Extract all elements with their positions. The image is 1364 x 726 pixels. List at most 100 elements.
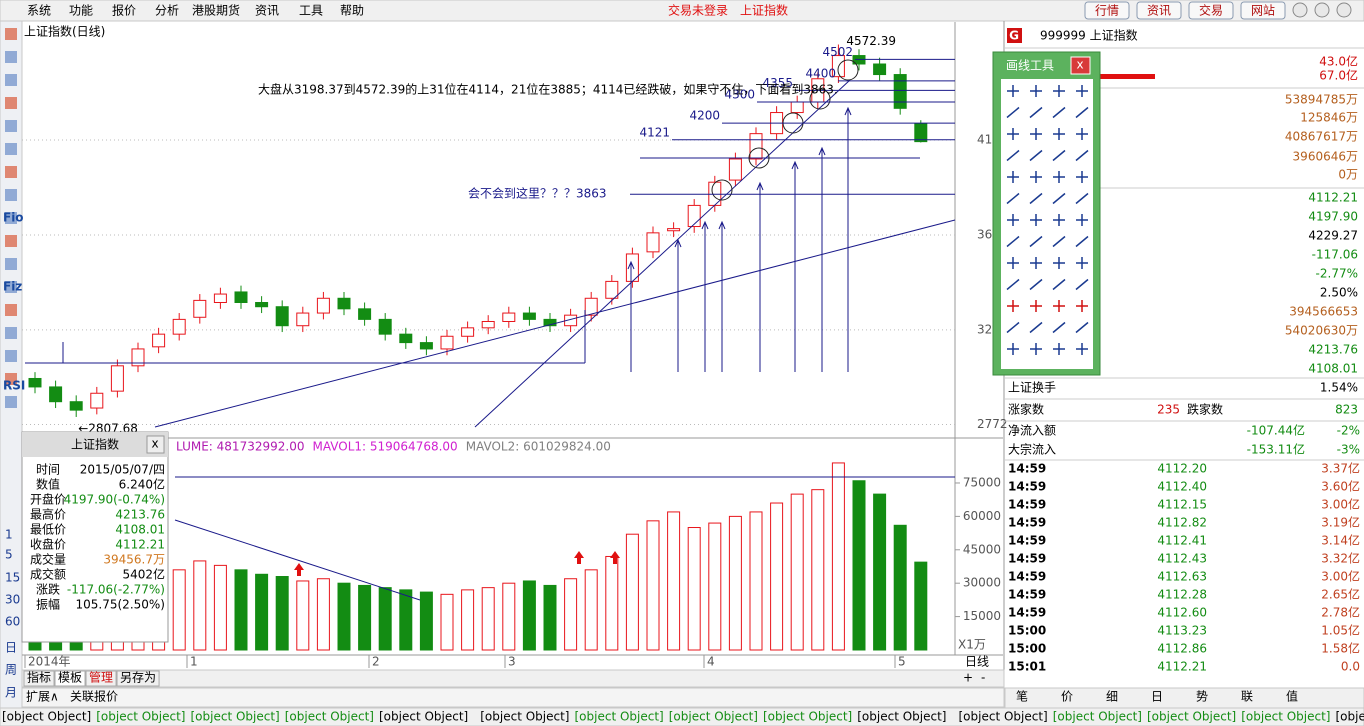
tool-icon[interactable] <box>5 396 17 408</box>
tool-label[interactable]: RSI <box>3 379 25 393</box>
tool-glyph[interactable] <box>1007 128 1019 140</box>
close-button[interactable] <box>1070 56 1091 75</box>
tool-icon[interactable] <box>5 327 17 339</box>
menu-item[interactable]: 分析 <box>155 4 179 18</box>
tool-glyph[interactable] <box>1075 278 1089 291</box>
tool-glyph[interactable] <box>1029 235 1043 248</box>
zoom-button[interactable]: - <box>981 671 985 685</box>
tool-glyph[interactable] <box>1053 300 1065 312</box>
menu-item[interactable]: 港股期货 <box>192 3 240 18</box>
period-button[interactable]: 30 <box>5 593 20 607</box>
tool-glyph[interactable] <box>1053 343 1065 355</box>
top-button-label[interactable]: 交易 <box>1199 3 1223 18</box>
bottom-tab-box[interactable] <box>116 670 160 687</box>
tool-glyph[interactable] <box>1006 192 1020 205</box>
tool-icon[interactable] <box>5 304 17 316</box>
tool-glyph[interactable] <box>1006 321 1020 334</box>
top-button[interactable] <box>1084 1 1130 20</box>
top-button-label[interactable]: 行情 <box>1095 4 1119 18</box>
tool-glyph[interactable] <box>1053 128 1065 140</box>
bottom-tab[interactable]: 指标 <box>27 670 51 685</box>
link[interactable]: 关联报价 <box>70 689 118 704</box>
tool-glyph[interactable] <box>1075 106 1089 119</box>
close-button[interactable] <box>146 435 165 454</box>
link[interactable]: 扩展∧ <box>26 690 59 704</box>
bottom-tab-box[interactable] <box>54 670 86 687</box>
panel-tab[interactable]: 日 <box>1151 690 1163 704</box>
panel-tab[interactable]: 值 <box>1286 689 1298 704</box>
tool-glyph[interactable] <box>1076 128 1088 140</box>
tool-glyph[interactable] <box>1030 85 1042 97</box>
bottom-tab-box[interactable] <box>85 670 117 687</box>
window-control[interactable] <box>1292 2 1308 18</box>
tool-glyph[interactable] <box>1075 235 1089 248</box>
close-label[interactable]: x <box>1076 58 1083 72</box>
tool-glyph[interactable] <box>1007 300 1019 312</box>
top-button[interactable] <box>1240 1 1286 20</box>
tool-glyph[interactable] <box>1075 149 1089 162</box>
tool-glyph[interactable] <box>1052 278 1066 291</box>
tool-glyph[interactable] <box>1007 171 1019 183</box>
top-button[interactable] <box>1188 1 1234 20</box>
tool-glyph[interactable] <box>1029 321 1043 334</box>
period-button[interactable]: 日 <box>5 641 17 655</box>
panel-tab[interactable]: 细 <box>1106 690 1118 704</box>
period-button[interactable]: 15 <box>5 571 20 585</box>
period-button[interactable]: 1 <box>5 528 13 542</box>
tool-icon[interactable] <box>5 120 17 132</box>
tool-glyph[interactable] <box>1076 343 1088 355</box>
panel-tab[interactable]: 笔 <box>1016 689 1028 704</box>
tool-icon[interactable] <box>5 373 17 385</box>
tool-glyph[interactable] <box>1052 192 1066 205</box>
menu-item[interactable]: 报价 <box>112 3 136 18</box>
period-button[interactable]: 5 <box>5 548 13 562</box>
tool-glyph[interactable] <box>1006 106 1020 119</box>
menu-item[interactable]: 系统 <box>27 4 51 18</box>
tool-icon[interactable] <box>5 281 17 293</box>
tool-glyph[interactable] <box>1052 149 1066 162</box>
tool-icon[interactable] <box>5 189 17 201</box>
tool-icon[interactable] <box>5 28 17 40</box>
tool-glyph[interactable] <box>1029 149 1043 162</box>
tool-glyph[interactable] <box>1076 214 1088 226</box>
menu-item[interactable]: 工具 <box>299 4 323 18</box>
tool-glyph[interactable] <box>1076 85 1088 97</box>
top-button-label[interactable]: 网站 <box>1251 4 1275 18</box>
bottom-tab[interactable]: 另存为 <box>120 671 156 685</box>
tool-glyph[interactable] <box>1006 149 1020 162</box>
tool-glyph[interactable] <box>1007 257 1019 269</box>
period-button[interactable]: 60 <box>5 615 20 629</box>
tool-glyph[interactable] <box>1030 214 1042 226</box>
tool-icon[interactable] <box>5 350 17 362</box>
tool-glyph[interactable] <box>1030 128 1042 140</box>
tool-glyph[interactable] <box>1052 235 1066 248</box>
period-button[interactable]: 周 <box>5 663 17 677</box>
tool-icon[interactable] <box>5 143 17 155</box>
zoom-button[interactable]: + <box>963 671 973 685</box>
tool-glyph[interactable] <box>1053 257 1065 269</box>
period-button[interactable]: 月 <box>5 686 17 700</box>
panel-tab[interactable]: 势 <box>1196 690 1208 704</box>
tool-glyph[interactable] <box>1030 257 1042 269</box>
tool-glyph[interactable] <box>1030 343 1042 355</box>
tool-icon[interactable] <box>5 235 17 247</box>
tool-glyph[interactable] <box>1076 300 1088 312</box>
panel-tab[interactable]: 联 <box>1241 690 1253 704</box>
close-label[interactable]: x <box>151 437 158 451</box>
tool-glyph[interactable] <box>1029 192 1043 205</box>
tool-label[interactable]: Fiz <box>3 280 22 294</box>
tool-label[interactable]: Fio <box>3 211 24 225</box>
tool-glyph[interactable] <box>1075 192 1089 205</box>
top-button-label[interactable]: 资讯 <box>1147 4 1171 18</box>
bottom-tab-box[interactable] <box>23 670 55 687</box>
menu-item[interactable]: 帮助 <box>340 4 364 18</box>
tool-glyph[interactable] <box>1029 278 1043 291</box>
tool-glyph[interactable] <box>1007 343 1019 355</box>
window-control[interactable] <box>1336 2 1352 18</box>
tool-glyph[interactable] <box>1076 257 1088 269</box>
tool-icon[interactable] <box>5 97 17 109</box>
window-control[interactable] <box>1314 2 1330 18</box>
tool-icon[interactable] <box>5 51 17 63</box>
tool-glyph[interactable] <box>1006 278 1020 291</box>
tool-glyph[interactable] <box>1030 300 1042 312</box>
